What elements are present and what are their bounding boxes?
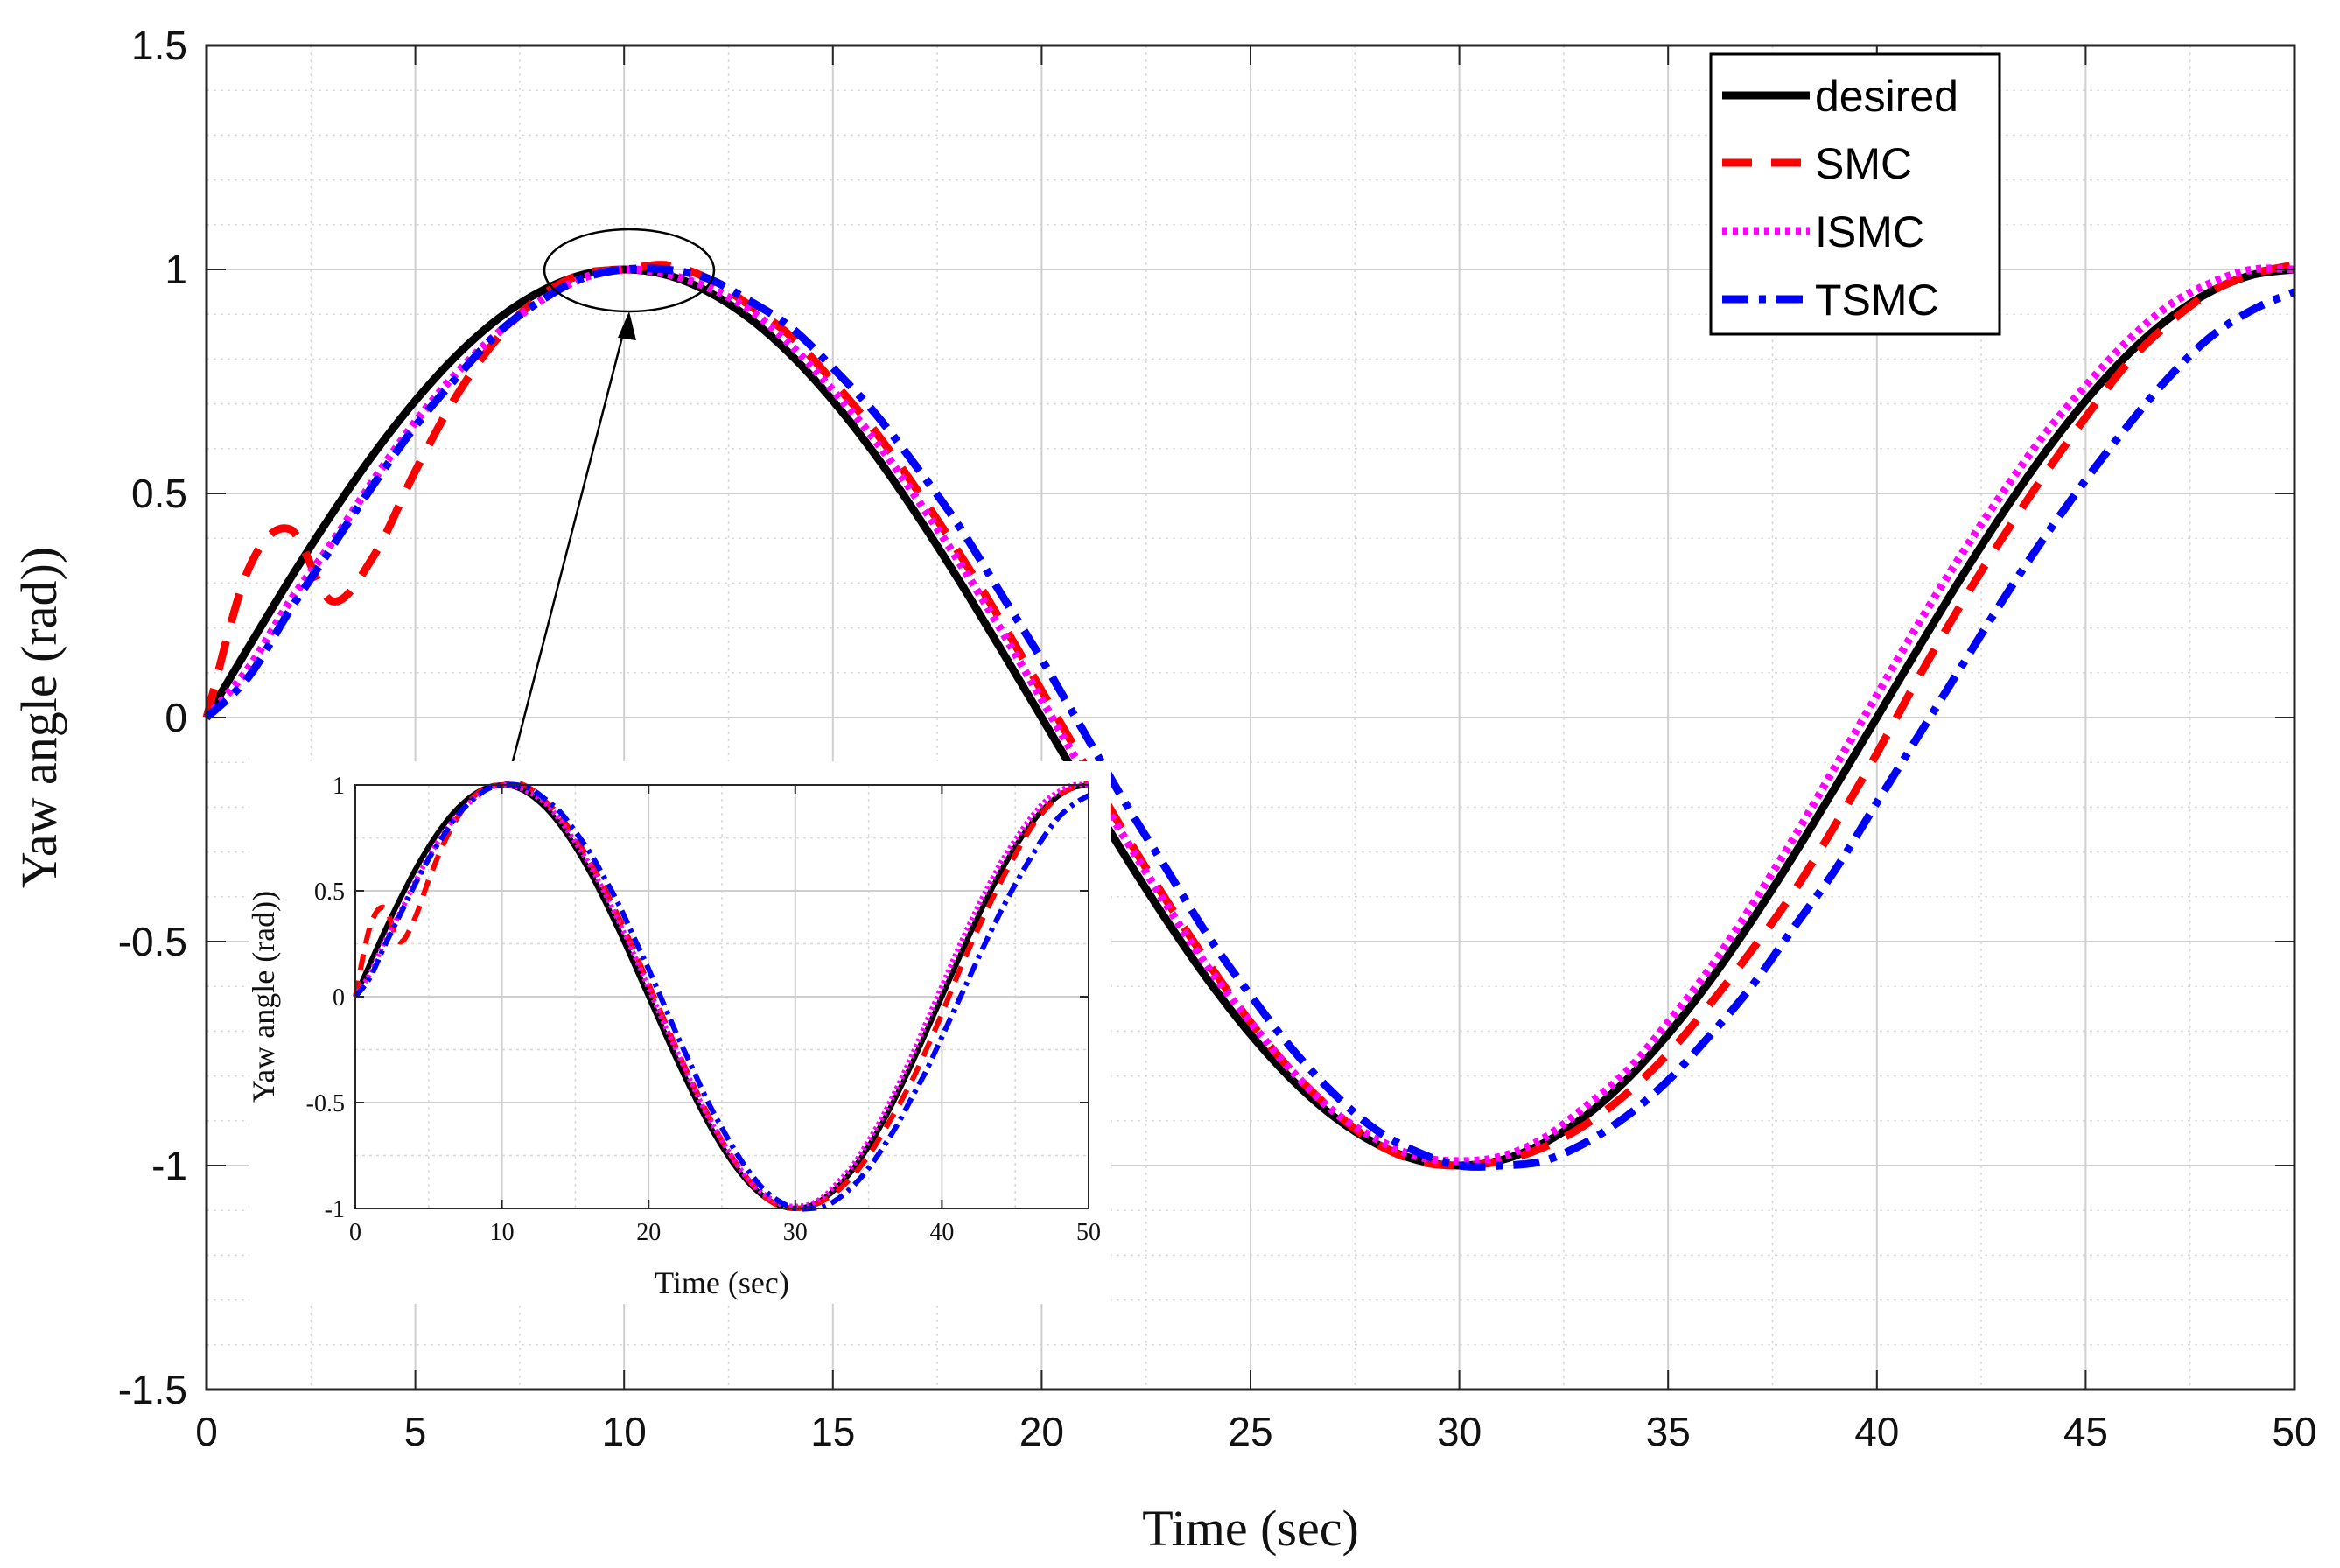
legend-box	[1709, 52, 2001, 336]
legend-label-smc: SMC	[1815, 139, 1912, 188]
y-tick-label: 1	[165, 247, 187, 292]
x-tick-label: 30	[1437, 1409, 1482, 1454]
zoom-arrow-head	[618, 312, 636, 340]
inset-x-axis-label: Time (sec)	[655, 1265, 789, 1300]
legend-entry-ismc: ISMC	[1722, 207, 1924, 256]
x-tick-label: 50	[2272, 1409, 2316, 1454]
x-tick-label: 35	[1646, 1409, 1691, 1454]
zoom-arrow-line	[505, 319, 628, 786]
x-tick-label: 30	[783, 1219, 808, 1246]
series-line-ismc	[203, 264, 2295, 1166]
y-tick-label: 0	[165, 695, 187, 740]
x-tick-label: 25	[1228, 1409, 1272, 1454]
y-tick-label: 0.5	[314, 878, 345, 906]
x-tick-label: 0	[195, 1409, 218, 1454]
series-line-tsmc	[353, 781, 1090, 1212]
series-line-tsmc	[203, 264, 2296, 1171]
x-tick-label: 45	[2063, 1409, 2108, 1454]
legend-label-desired: desired	[1815, 72, 1958, 121]
x-tick-label: 40	[1854, 1409, 1899, 1454]
main-y-axis-label: Yaw angle (rad))	[11, 547, 67, 888]
legend-entry-desired: desired	[1722, 72, 1958, 121]
inset-y-axis-label: Yaw angle (rad))	[246, 891, 281, 1102]
inset-series	[353, 780, 1090, 1212]
legend-entry-tsmc: TSMC	[1722, 276, 1939, 325]
legend: desired SMC ISMC TSMC	[1709, 52, 2001, 336]
inset-tick-marks	[354, 784, 1089, 1209]
x-tick-label: 20	[1019, 1409, 1064, 1454]
inset-y-tick-labels: 1 0.5 0 -0.5 -1	[306, 773, 345, 1223]
y-tick-label: 1	[333, 773, 345, 800]
main-x-axis-label: Time (sec)	[1142, 1500, 1359, 1557]
y-tick-label: 1.5	[131, 23, 187, 68]
legend-entry-smc: SMC	[1722, 139, 1912, 188]
main-tick-marks	[206, 45, 2295, 1390]
x-tick-label: 0	[349, 1219, 361, 1246]
y-tick-label: -0.5	[118, 919, 187, 964]
x-tick-label: 5	[404, 1409, 427, 1454]
x-tick-label: 10	[602, 1409, 647, 1454]
main-x-tick-labels: 0 5 10 15 20 25 30 35 40 45 50	[195, 1409, 2316, 1454]
main-y-tick-labels: 1.5 1 0.5 0 -0.5 -1 -1.5	[118, 23, 187, 1412]
zoom-annotation	[505, 228, 716, 786]
inset-axes: 0 10 20 30 40 50 1 0.5 0 -0.5 -1 Time (sec) Yaw a…	[246, 761, 1111, 1304]
y-tick-label: 0.5	[131, 471, 187, 516]
y-tick-label: -1.5	[118, 1367, 187, 1412]
x-tick-label: 15	[810, 1409, 855, 1454]
legend-label-ismc: ISMC	[1815, 207, 1924, 256]
x-tick-label: 40	[929, 1219, 954, 1246]
y-tick-label: -0.5	[306, 1090, 345, 1117]
inset-x-tick-labels: 0 10 20 30 40 50	[349, 1219, 1101, 1246]
main-series	[202, 261, 2296, 1171]
x-tick-label: 10	[490, 1219, 515, 1246]
y-tick-label: -1	[325, 1196, 345, 1223]
y-tick-label: 0	[333, 984, 345, 1012]
x-tick-label: 20	[636, 1219, 661, 1246]
series-line-desired	[203, 265, 2295, 1170]
x-tick-label: 50	[1076, 1219, 1101, 1246]
y-tick-label: -1	[151, 1143, 187, 1188]
series-line-ismc	[353, 781, 1089, 1209]
legend-label-tsmc: TSMC	[1815, 276, 1939, 325]
main-grid	[206, 45, 2295, 1390]
